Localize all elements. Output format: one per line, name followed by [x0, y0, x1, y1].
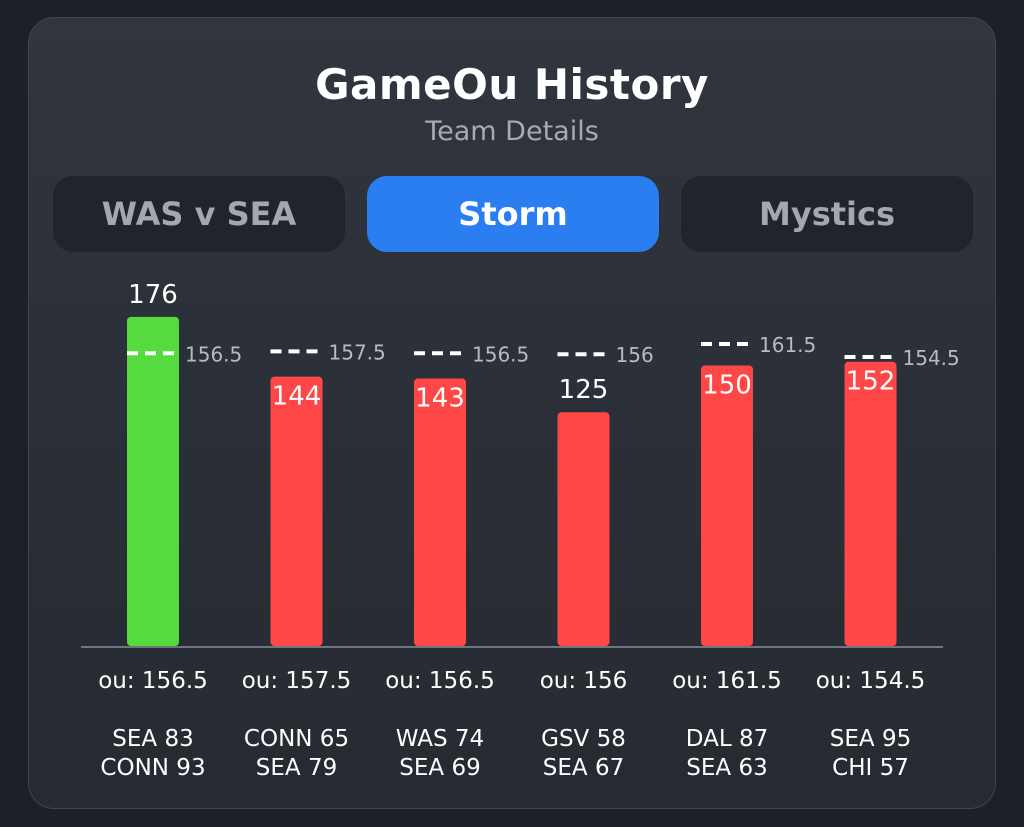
game-score-line-2: SEA 79 — [256, 755, 337, 781]
ou-category-label: ou: 157.5 — [242, 668, 352, 694]
game-score-line-2: SEA 63 — [686, 755, 767, 781]
game-score-line-2: CONN 93 — [100, 755, 205, 781]
ou-category-label: ou: 156.5 — [98, 668, 208, 694]
history-card: GameOu History Team Details WAS v SEA St… — [28, 17, 996, 809]
bar-value-label: 176 — [128, 280, 178, 310]
bar-4 — [701, 365, 753, 646]
ou-category-label: ou: 156 — [540, 668, 628, 694]
bar-1 — [270, 376, 323, 646]
ou-category-label: ou: 156.5 — [385, 668, 495, 694]
game-score-line-1: DAL 87 — [686, 726, 768, 752]
ou-line-label: 156 — [616, 343, 654, 367]
page-title: GameOu History — [315, 60, 709, 109]
game-score-line-2: CHI 57 — [832, 755, 909, 781]
ou-line-label: 161.5 — [759, 333, 816, 357]
page-subtitle: Team Details — [425, 116, 599, 147]
tab-storm[interactable]: Storm — [367, 176, 659, 252]
ou-line-label: 154.5 — [903, 346, 960, 370]
tab-was-v-sea[interactable]: WAS v SEA — [53, 176, 345, 252]
game-score-line-1: SEA 83 — [112, 726, 193, 752]
game-score-line-1: WAS 74 — [396, 726, 484, 752]
ou-line-label: 156.5 — [472, 342, 529, 366]
bar-value-label: 125 — [559, 375, 609, 405]
ou-category-label: ou: 154.5 — [816, 668, 926, 694]
ou-line-label: 156.5 — [185, 342, 242, 366]
game-score-line-2: SEA 67 — [543, 755, 624, 781]
bar-value-label: 150 — [702, 370, 752, 400]
game-score-line-1: CONN 65 — [244, 726, 349, 752]
game-score-line-1: SEA 95 — [830, 726, 911, 752]
game-score-line-2: SEA 69 — [399, 755, 480, 781]
tab-mystics[interactable]: Mystics — [681, 176, 973, 252]
bar-value-label: 143 — [415, 384, 465, 414]
ou-category-label: ou: 161.5 — [672, 668, 782, 694]
ou-line-label: 157.5 — [329, 340, 386, 364]
bar-value-label: 144 — [272, 382, 322, 412]
bar-3 — [557, 412, 610, 646]
bar-5 — [844, 361, 897, 646]
bar-2 — [414, 378, 466, 646]
bar-value-label: 152 — [846, 367, 896, 397]
game-score-line-1: GSV 58 — [541, 726, 626, 752]
bar-0 — [127, 316, 179, 646]
